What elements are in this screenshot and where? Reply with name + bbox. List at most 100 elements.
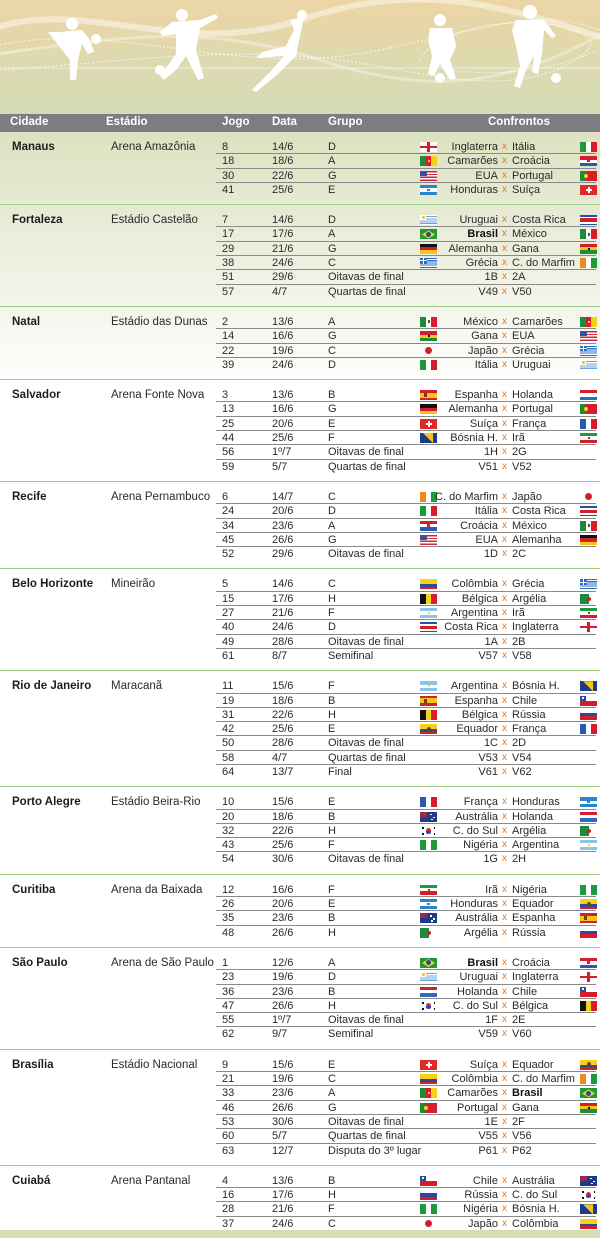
row-divider — [216, 1012, 596, 1014]
versus-label: x — [502, 853, 507, 865]
match-group: G — [328, 169, 337, 182]
row-divider — [216, 605, 596, 607]
match-group: B — [328, 694, 336, 707]
versus-label: x — [502, 141, 507, 152]
versus-label: x — [502, 285, 507, 297]
match-group: Oitavas de final — [328, 1014, 404, 1027]
match-number: 45 — [222, 533, 235, 546]
versus-label: x — [502, 578, 507, 590]
match-number: 10 — [222, 796, 235, 809]
match-date: 14/6 — [272, 141, 294, 153]
germany-flag-icon — [420, 243, 437, 254]
away-team: 2G — [512, 446, 527, 459]
versus-label: x — [502, 898, 507, 910]
city-name: Natal — [12, 315, 41, 328]
nigeria-flag-icon — [420, 1204, 437, 1215]
away-team: Equador — [512, 898, 554, 911]
away-team: Espanha — [512, 912, 556, 925]
stadium-name: Arena Pantanal — [111, 1174, 191, 1187]
home-team: V61 — [478, 765, 498, 778]
versus-label: x — [502, 1203, 507, 1215]
usa-flag-icon — [420, 170, 437, 181]
match-row: 27 21/6 F Argentina x Irã — [0, 606, 600, 621]
match-group: Oitavas de final — [328, 446, 404, 459]
match-date: 4/7 — [272, 285, 288, 298]
match-group: G — [328, 533, 337, 546]
match-number: 39 — [222, 358, 235, 371]
match-date: 28/6 — [272, 737, 294, 750]
home-team: Austrália — [455, 912, 498, 925]
home-team: Uruguai — [459, 971, 498, 984]
match-row: 64 13/7 Final V61 x V62 — [0, 765, 600, 779]
away-team: 2B — [512, 635, 526, 648]
away-team: Inglaterra — [512, 971, 559, 984]
spain-flag-icon — [420, 390, 437, 401]
row-divider — [216, 1187, 596, 1189]
home-team: Itália — [474, 358, 498, 371]
schedule-table: Manaus Arena Amazônia 8 14/6 D Inglaterra x Itá… — [0, 132, 600, 1238]
ecuador-flag-icon — [420, 724, 437, 735]
row-divider — [216, 983, 596, 985]
match-number: 42 — [222, 723, 235, 736]
away-team: França — [512, 723, 547, 736]
home-team: V59 — [478, 1028, 498, 1041]
row-divider — [216, 851, 596, 853]
match-date: 4/7 — [272, 751, 288, 764]
home-team: Bélgica — [461, 708, 498, 721]
match-date: 18/6 — [272, 810, 294, 823]
match-number: 59 — [222, 460, 235, 473]
versus-label: x — [502, 737, 507, 749]
match-date: 22/6 — [272, 708, 294, 721]
away-team: EUA — [512, 330, 535, 343]
versus-label: x — [502, 810, 507, 822]
row-divider — [216, 1085, 596, 1087]
netherlands-flag-icon — [580, 811, 597, 822]
row-divider — [216, 226, 596, 228]
match-group: G — [328, 242, 337, 255]
match-date: 12/7 — [272, 1144, 294, 1157]
home-team: Croácia — [460, 519, 498, 532]
home-team: Colômbia — [451, 1073, 498, 1086]
match-number: 15 — [222, 592, 235, 605]
home-team: Grécia — [465, 257, 498, 270]
match-date: 18/6 — [272, 155, 294, 168]
column-header-estadio: Estádio — [106, 116, 148, 128]
home-team: Rússia — [464, 1189, 498, 1202]
away-team: Holanda — [512, 810, 553, 823]
russia-flag-icon — [420, 1190, 437, 1201]
home-team: Honduras — [450, 183, 498, 196]
match-group: Oitavas de final — [328, 271, 404, 284]
home-team: 1C — [483, 737, 498, 750]
match-number: 57 — [222, 285, 235, 298]
match-number: 1 — [222, 956, 229, 969]
away-team: Holanda — [512, 389, 553, 402]
row-divider — [216, 1128, 596, 1130]
match-row: 9 15/6 E Suíça x Equador — [0, 1058, 600, 1073]
match-group: F — [328, 883, 335, 896]
match-number: 7 — [222, 214, 229, 227]
match-row: 52 29/6 Oitavas de final 1D x 2C — [0, 547, 600, 561]
match-number: 37 — [222, 1217, 235, 1230]
row-divider — [216, 692, 596, 694]
home-team: Chile — [472, 1174, 498, 1187]
match-row: 28 21/6 F Nigéria x Bósnia H. — [0, 1202, 600, 1217]
match-date: 22/6 — [272, 824, 294, 837]
venue-block: Brasília Estádio Nacional 9 15/6 E Suíça x Equa… — [0, 1048, 600, 1165]
versus-label: x — [502, 169, 507, 181]
row-divider — [216, 531, 596, 533]
match-group: H — [328, 708, 336, 721]
match-group: H — [328, 1189, 336, 1202]
belgium-flag-icon — [420, 709, 437, 720]
match-number: 44 — [222, 432, 235, 445]
japan-flag-icon — [580, 492, 597, 502]
match-row: 38 24/6 C Grécia x C. do Marfim — [0, 256, 600, 271]
match-date: 28/6 — [272, 635, 294, 648]
match-date: 16/6 — [272, 403, 294, 416]
ivorycoast-flag-icon — [420, 491, 437, 502]
row-divider — [216, 181, 596, 183]
column-header-jogo: Jogo — [222, 116, 250, 128]
versus-label: x — [502, 765, 507, 777]
home-team: Portugal — [457, 1101, 498, 1114]
row-divider — [216, 619, 596, 621]
match-date: 30/6 — [272, 1115, 294, 1128]
